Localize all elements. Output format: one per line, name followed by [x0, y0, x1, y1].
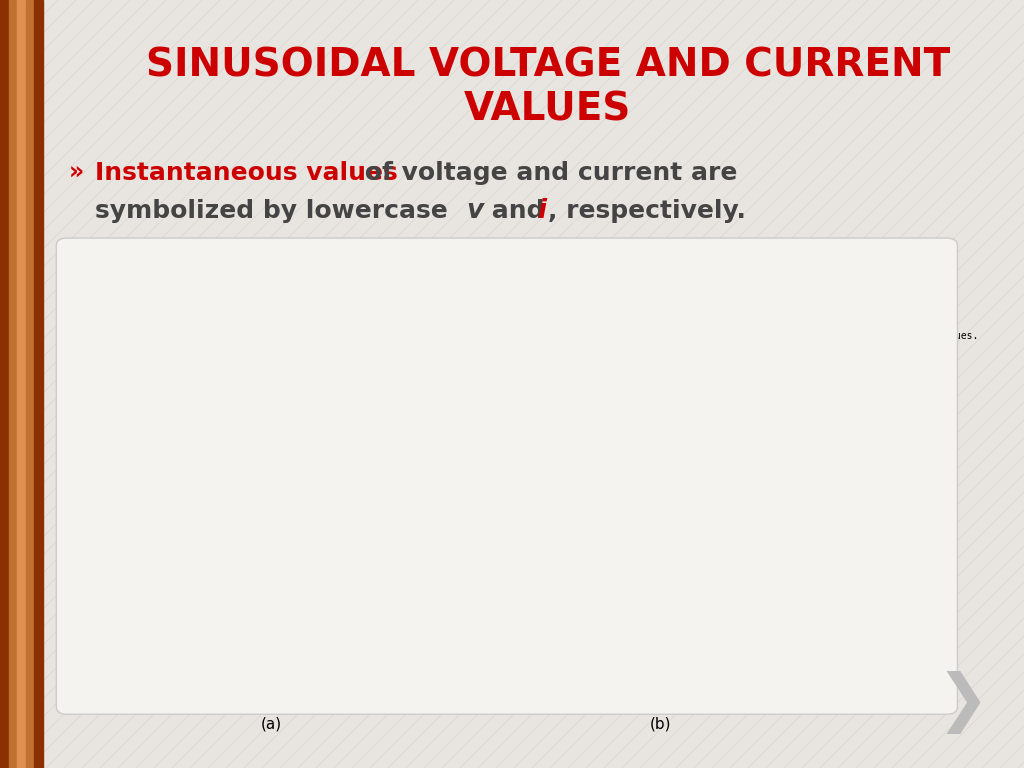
- Text: of voltage and current are: of voltage and current are: [356, 161, 737, 185]
- Text: and: and: [483, 199, 554, 223]
- Text: 0: 0: [480, 466, 488, 478]
- Text: V (V): V (V): [490, 299, 524, 313]
- Bar: [26, 0, 35, 768]
- Text: -3.1: -3.1: [464, 510, 488, 523]
- Text: $t_3$: $t_3$: [211, 483, 222, 498]
- Text: $v_1$: $v_1$: [93, 395, 106, 408]
- Text: 11: 11: [689, 485, 705, 498]
- Text: 7.07: 7.07: [460, 366, 488, 379]
- Text: 10: 10: [671, 485, 687, 498]
- Text: i: i: [538, 198, 547, 224]
- Text: $t_1$: $t_1$: [154, 483, 165, 498]
- Text: $t_6$: $t_6$: [358, 483, 371, 498]
- Text: 5: 5: [584, 485, 591, 498]
- Text: $t_5$: $t_5$: [322, 483, 334, 498]
- Text: v: v: [99, 295, 110, 310]
- Text: $t_2$: $t_2$: [177, 483, 188, 498]
- Text: 15: 15: [763, 485, 778, 498]
- Text: symbolized by lowercase: symbolized by lowercase: [95, 199, 457, 223]
- Text: $t$ (μs): $t$ (μs): [805, 447, 839, 464]
- Text: 1: 1: [510, 485, 518, 498]
- Text: 10: 10: [472, 325, 488, 337]
- Text: -10: -10: [468, 607, 488, 620]
- Text: , respectively.: , respectively.: [548, 199, 745, 223]
- Bar: [17, 0, 26, 768]
- Text: 12: 12: [708, 485, 723, 498]
- Bar: [0, 0, 8, 768]
- Text: (a): (a): [261, 716, 282, 731]
- Text: $-v_4$: $-v_4$: [82, 541, 106, 554]
- Text: $-v_5$: $-v_5$: [82, 563, 106, 576]
- Text: 2.5: 2.5: [531, 485, 551, 498]
- Text: -5.9: -5.9: [464, 549, 488, 562]
- Text: 0: 0: [99, 468, 106, 481]
- Text: v: v: [466, 198, 483, 224]
- Text: $t_4$: $t_4$: [302, 483, 314, 498]
- Text: Instantaneous values.: Instantaneous values.: [855, 331, 978, 342]
- Text: »: »: [69, 161, 84, 185]
- Text: t: t: [429, 451, 436, 466]
- Text: $v_2$: $v_2$: [93, 353, 106, 366]
- Text: ❯: ❯: [936, 671, 989, 734]
- Text: Instantaneous values: Instantaneous values: [95, 161, 398, 185]
- Text: FIGURE 11: FIGURE 11: [865, 291, 922, 301]
- Bar: [35, 0, 43, 768]
- Text: $v_3$: $v_3$: [92, 325, 106, 338]
- Text: $-v_6$: $-v_6$: [82, 608, 106, 621]
- Text: VALUES: VALUES: [464, 90, 632, 128]
- Text: (b): (b): [650, 716, 671, 731]
- Bar: [8, 0, 17, 768]
- Text: 3.1: 3.1: [469, 422, 488, 435]
- Text: SINUSOIDAL VOLTAGE AND CURRENT: SINUSOIDAL VOLTAGE AND CURRENT: [145, 46, 950, 84]
